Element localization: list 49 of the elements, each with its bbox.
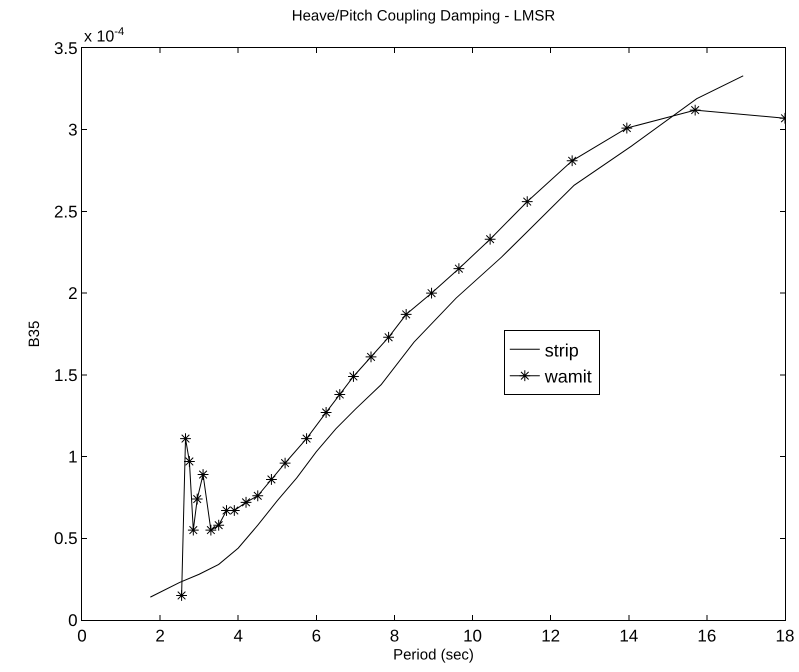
y-tick-label: 0.5 (54, 529, 78, 548)
x-tick-label: 4 (233, 626, 243, 646)
point (365, 350, 377, 363)
legend-label: strip (544, 340, 579, 360)
x-axis-title: Period (sec) (393, 646, 474, 664)
text: x 10$^{-4}$ (84, 26, 124, 46)
y-axis-title: B35 (26, 320, 44, 348)
point (187, 524, 200, 536)
point (426, 287, 438, 300)
point (204, 524, 217, 536)
point (484, 233, 496, 246)
legend-label: wamit (544, 366, 592, 387)
point (300, 432, 312, 444)
y-tick-label: 2 (68, 284, 78, 304)
point (689, 104, 702, 116)
point (620, 122, 633, 134)
point (334, 388, 346, 400)
x-tick-label: 8 (390, 626, 400, 646)
x-tick-label: 18 (776, 626, 794, 646)
point (184, 456, 196, 468)
point (197, 468, 209, 480)
point (180, 432, 192, 444)
point (240, 496, 252, 508)
point (400, 308, 412, 320)
x-tick-label: 6 (312, 626, 322, 646)
point (279, 457, 291, 470)
point (176, 590, 188, 602)
y-tick-label: 1 (68, 448, 78, 467)
point (382, 331, 394, 344)
point (452, 262, 465, 275)
x-tick-label: 16 (697, 626, 716, 646)
point (320, 406, 332, 418)
point (521, 196, 534, 208)
y-tick-label: 1.5 (54, 366, 78, 385)
x-tick-label: 14 (619, 626, 638, 646)
x-tick-label: 12 (541, 626, 560, 646)
x-tick-label: 10 (463, 626, 482, 646)
point (212, 519, 225, 532)
point (191, 493, 204, 505)
y-tick-label: 0 (68, 610, 78, 630)
x-tick-label: 2 (155, 626, 165, 646)
y-tick-label: 2.5 (54, 202, 78, 222)
y-tick-label: 3.5 (54, 38, 78, 58)
chart-title: Heave/Pitch Coupling Damping - LMSR (292, 8, 556, 25)
point (348, 370, 360, 382)
point (566, 154, 578, 167)
point (252, 490, 264, 502)
y-tick-label: 3 (68, 120, 78, 140)
point (266, 474, 278, 486)
